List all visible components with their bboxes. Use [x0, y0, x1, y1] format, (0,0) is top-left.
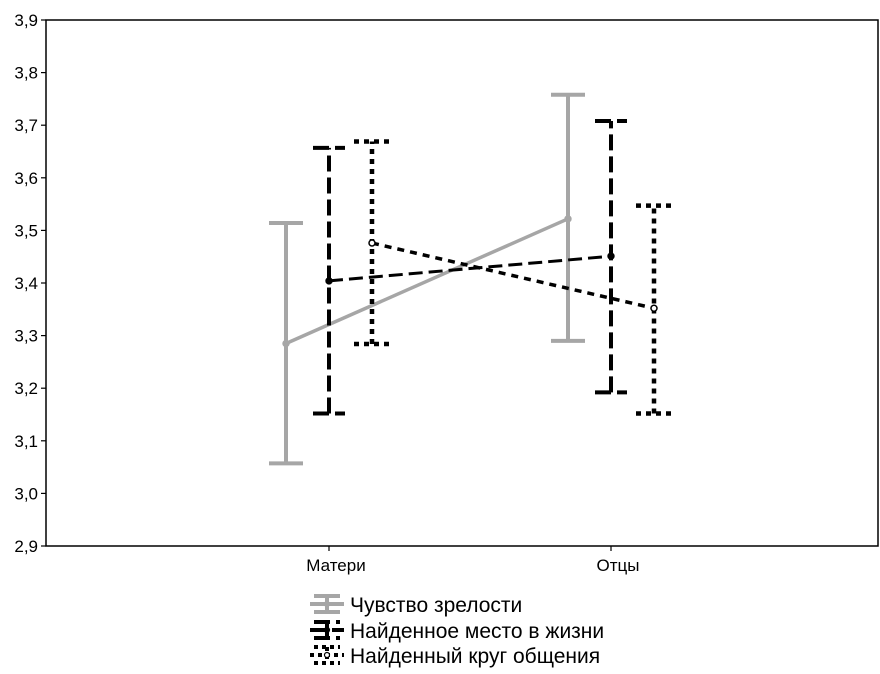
mean-point: [564, 215, 572, 223]
legend-marker: [323, 626, 331, 634]
y-tick-label: 2,9: [14, 537, 38, 556]
x-tick-label: Отцы: [597, 556, 640, 575]
legend-marker: [323, 651, 331, 659]
y-tick-label: 3,5: [14, 221, 38, 240]
series-line: [328, 254, 612, 283]
legend-label: Найденный круг общения: [350, 645, 600, 668]
mean-point: [650, 304, 658, 312]
mean-point: [368, 239, 376, 247]
legend-label: Чувство зрелости: [350, 594, 522, 617]
y-tick-label: 3,2: [14, 379, 38, 398]
series-line: [285, 217, 569, 346]
y-tick-label: 3,6: [14, 169, 38, 188]
y-tick-label: 3,7: [14, 116, 38, 135]
mean-point: [282, 339, 290, 348]
mean-point: [607, 252, 615, 260]
y-tick-label: 3,8: [14, 64, 38, 83]
plot-frame: [45, 19, 879, 547]
y-tick-label: 3,9: [14, 11, 38, 30]
y-tick-label: 3,4: [14, 274, 38, 293]
legend-label: Найденное место в жизни: [350, 620, 604, 643]
y-tick-label: 3,3: [14, 327, 38, 346]
legend-marker: [323, 600, 331, 608]
y-tick-label: 3,0: [14, 484, 38, 503]
series-line: [371, 241, 655, 310]
y-tick-label: 3,1: [14, 432, 38, 451]
mean-point: [325, 277, 333, 285]
x-tick-label: Матери: [306, 556, 365, 575]
